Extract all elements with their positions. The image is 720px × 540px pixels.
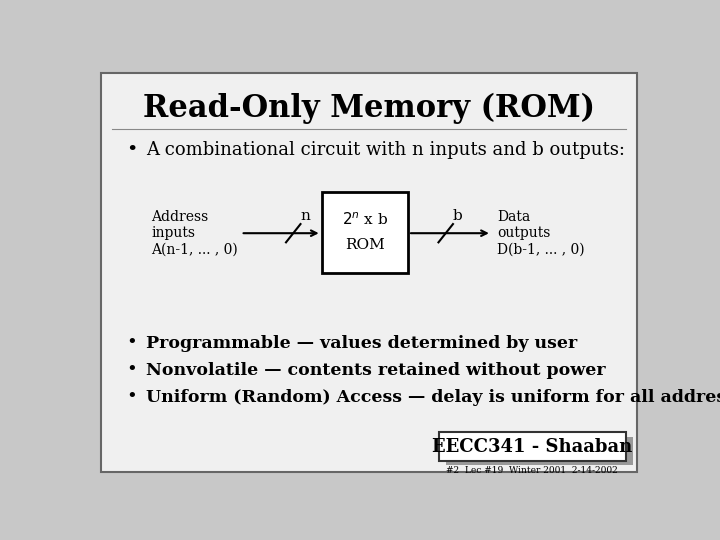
Text: Address
inputs
A(n-1, ... , 0): Address inputs A(n-1, ... , 0) [151,210,238,256]
Bar [438,433,626,461]
Text: A combinational circuit with n inputs and b outputs:: A combinational circuit with n inputs an… [145,141,625,159]
Text: Uniform (Random) Access — delay is uniform for all addresses: Uniform (Random) Access — delay is unifo… [145,389,720,406]
Text: n: n [300,209,310,223]
Text: Nonvolatile — contents retained without power: Nonvolatile — contents retained without … [145,362,606,379]
Text: #2  Lec #19  Winter 2001  2-14-2002: #2 Lec #19 Winter 2001 2-14-2002 [446,465,618,475]
Text: Programmable — values determined by user: Programmable — values determined by user [145,335,577,352]
Bar [446,436,633,465]
Text: ROM: ROM [345,238,384,252]
Text: •: • [126,361,137,380]
Text: Data
outputs
D(b-1, ... , 0): Data outputs D(b-1, ... , 0) [498,210,585,256]
Bar [322,192,408,273]
Text: b: b [452,209,462,223]
Text: •: • [126,388,137,407]
Text: $2^n$ x b: $2^n$ x b [341,211,388,228]
Text: •: • [126,334,137,353]
Text: EECC341 - Shaaban: EECC341 - Shaaban [432,437,632,456]
Text: Read-Only Memory (ROM): Read-Only Memory (ROM) [143,93,595,124]
Text: •: • [126,141,138,159]
